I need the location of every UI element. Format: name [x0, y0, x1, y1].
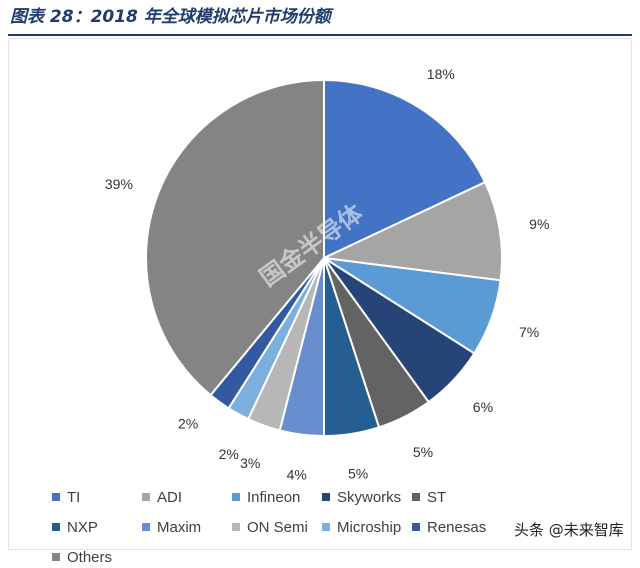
- figure-title: 图表 28：2018 年全球模拟芯片市场份额: [10, 7, 331, 27]
- legend-label: Maxim: [157, 518, 202, 536]
- pie-slice-adi: [320, 180, 503, 282]
- legend-swatch: [232, 493, 240, 501]
- data-label-others: 39%: [105, 176, 133, 192]
- legend-label: ST: [427, 488, 447, 506]
- data-label-st: 5%: [413, 444, 433, 460]
- legend-label: NXP: [67, 518, 98, 536]
- legend-swatch: [142, 523, 150, 531]
- legend-swatch: [232, 523, 240, 531]
- legend-item-infineon: Infineon: [232, 486, 322, 508]
- pie-chart: 18%9%7%6%5%5%4%3%2%2%39% 国金半导体: [105, 66, 550, 482]
- data-label-infineon: 7%: [519, 324, 539, 340]
- legend-item-microship: Microship: [322, 516, 412, 538]
- data-label-adi: 9%: [529, 216, 549, 232]
- legend-swatch: [52, 523, 60, 531]
- legend-item-maxim: Maxim: [142, 516, 232, 538]
- legend-swatch: [412, 493, 420, 501]
- pie-labels: 18%9%7%6%5%5%4%3%2%2%39%: [105, 66, 550, 482]
- legend-item-ti: TI: [52, 486, 142, 508]
- data-label-on-semi: 3%: [240, 455, 260, 471]
- pie-slices: [145, 78, 503, 438]
- data-label-skyworks: 6%: [473, 399, 493, 415]
- legend-swatch: [142, 493, 150, 501]
- legend-swatch: [322, 493, 330, 501]
- legend-label: ON Semi: [247, 518, 308, 536]
- data-label-ti: 18%: [427, 66, 455, 82]
- legend-item-nxp: NXP: [52, 516, 142, 538]
- legend-label: TI: [67, 488, 81, 506]
- legend-label: ADI: [157, 488, 183, 506]
- data-label-maxim: 4%: [287, 466, 307, 482]
- data-label-renesas: 2%: [178, 415, 198, 431]
- chart-legend: TI ADI Infineon Skyworks ST NXP Maxim ON Semi Mi…: [52, 486, 512, 568]
- data-label-nxp: 5%: [348, 465, 368, 481]
- title-underline: [8, 34, 632, 36]
- legend-label: Renesas: [427, 518, 487, 536]
- legend-item-others: Others: [52, 546, 142, 568]
- legend-item-on-semi: ON Semi: [232, 516, 322, 538]
- legend-swatch: [322, 523, 330, 531]
- legend-swatch: [52, 493, 60, 501]
- data-label-microship: 2%: [219, 446, 239, 462]
- legend-label: Skyworks: [337, 488, 402, 506]
- legend-label: Others: [67, 548, 113, 566]
- pie-slice-others: [145, 78, 325, 397]
- legend-item-skyworks: Skyworks: [322, 486, 412, 508]
- pie-slice-ti: [323, 78, 487, 260]
- legend-item-adi: ADI: [142, 486, 232, 508]
- legend-swatch: [412, 523, 420, 531]
- legend-label: Infineon: [247, 488, 301, 506]
- legend-label: Microship: [337, 518, 402, 536]
- legend-item-st: ST: [412, 486, 502, 508]
- legend-item-renesas: Renesas: [412, 516, 502, 538]
- source-watermark: 头条 @未来智库: [514, 521, 624, 539]
- legend-swatch: [52, 553, 60, 561]
